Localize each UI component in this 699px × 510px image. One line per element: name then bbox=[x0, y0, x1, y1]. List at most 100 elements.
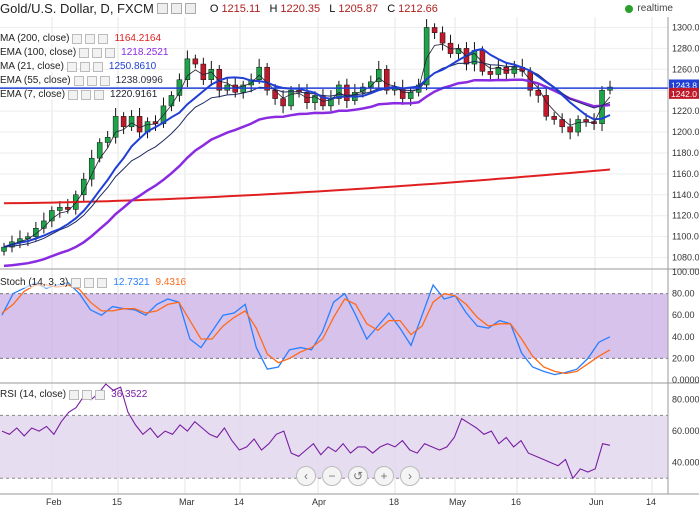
price-tick-label: 1120.0 bbox=[672, 211, 699, 221]
candle-body bbox=[559, 119, 565, 128]
price-tick-label: 1260.0 bbox=[672, 64, 699, 74]
settings-icon[interactable] bbox=[156, 3, 168, 14]
realtime-label: realtime bbox=[637, 3, 673, 14]
legend-ema55-value: 1238.0996 bbox=[115, 75, 163, 86]
eye-icon[interactable] bbox=[66, 61, 77, 72]
close-icon[interactable] bbox=[105, 47, 116, 58]
candle-body bbox=[511, 66, 518, 74]
stoch-tick-label: 80.00 bbox=[672, 289, 695, 299]
scroll-right-button[interactable]: › bbox=[400, 466, 420, 486]
close-label: C bbox=[387, 2, 396, 15]
legend-ema7[interactable]: EMA (7, close) 1220.9161 bbox=[0, 89, 157, 100]
open-label: O bbox=[209, 2, 219, 15]
close-icon[interactable] bbox=[99, 75, 110, 86]
settings-icon[interactable] bbox=[82, 389, 93, 400]
candle-body bbox=[272, 89, 278, 99]
legend-rsi[interactable]: RSI (14, close) 36.3522 bbox=[0, 389, 147, 400]
legend-ma21[interactable]: MA (21, close) 1250.8610 bbox=[0, 61, 156, 72]
candle-body bbox=[49, 210, 55, 222]
candle-body bbox=[104, 137, 111, 143]
legend-ema7-name: EMA (7, close) bbox=[0, 89, 66, 100]
symbol-title[interactable]: Gold/U.S. Dollar, D, FXCM bbox=[0, 1, 154, 16]
legend-ma200[interactable]: MA (200, close) 1164.2164 bbox=[0, 33, 161, 44]
zoom-in-button[interactable]: + bbox=[374, 466, 394, 486]
eye-icon[interactable] bbox=[68, 89, 79, 100]
high-label: H bbox=[269, 2, 278, 15]
time-tick-label: Jun bbox=[589, 497, 604, 507]
candle-body bbox=[80, 178, 87, 196]
settings-icon[interactable] bbox=[92, 47, 103, 58]
settings-icon[interactable] bbox=[79, 61, 90, 72]
stoch-band bbox=[0, 293, 668, 359]
time-tick-label: Apr bbox=[312, 497, 326, 507]
settings-icon[interactable] bbox=[84, 277, 95, 288]
candle-body bbox=[168, 95, 175, 107]
close-icon[interactable] bbox=[94, 89, 105, 100]
eye-icon[interactable] bbox=[69, 389, 80, 400]
rsi-tick-label: 40.0000 bbox=[672, 458, 699, 468]
time-tick-label: May bbox=[449, 497, 467, 507]
candle-body bbox=[543, 95, 549, 117]
stoch-tick-label: 40.00 bbox=[672, 332, 695, 342]
close-icon[interactable] bbox=[184, 3, 196, 14]
close-icon[interactable] bbox=[92, 61, 103, 72]
candle-body bbox=[120, 116, 127, 128]
eye-icon[interactable] bbox=[170, 3, 182, 14]
price-tick-label: 1180.0 bbox=[672, 148, 699, 158]
close-price-label: 1242.0 bbox=[671, 89, 697, 99]
legend-ema100-value: 1218.2521 bbox=[121, 47, 169, 58]
close-icon[interactable] bbox=[97, 277, 108, 288]
scroll-left-button[interactable]: ‹ bbox=[296, 466, 316, 486]
ma200-line bbox=[3, 168, 611, 205]
settings-icon[interactable] bbox=[86, 75, 97, 86]
legend-ma21-value: 1250.8610 bbox=[108, 61, 157, 72]
candle-body bbox=[112, 116, 119, 138]
candle-body bbox=[423, 27, 430, 86]
eye-icon[interactable] bbox=[79, 47, 90, 58]
price-tick-label: 1160.0 bbox=[672, 169, 699, 179]
candle-body bbox=[288, 89, 294, 107]
eye-icon[interactable] bbox=[71, 277, 82, 288]
eye-icon[interactable] bbox=[72, 33, 83, 44]
candle-body bbox=[1, 246, 7, 252]
settings-icon[interactable] bbox=[85, 33, 96, 44]
price-tick-label: 1200.0 bbox=[672, 127, 699, 137]
reset-button[interactable]: ↺ bbox=[348, 466, 368, 486]
legend-ema55[interactable]: EMA (55, close) 1238.0996 bbox=[0, 75, 163, 86]
settings-icon[interactable] bbox=[81, 89, 92, 100]
candle-body bbox=[88, 157, 95, 180]
time-tick-label: 15 bbox=[112, 497, 122, 507]
candle-body bbox=[312, 95, 318, 104]
close-icon[interactable] bbox=[98, 33, 109, 44]
candle-body bbox=[376, 69, 382, 83]
legend-ema100-name: EMA (100, close) bbox=[0, 47, 77, 58]
high-value: 1220.35 bbox=[280, 2, 321, 15]
time-tick-label: 14 bbox=[234, 497, 244, 507]
legend-stoch[interactable]: Stoch (14, 3, 3) 12.7321 9.4316 bbox=[0, 277, 186, 288]
candle-body bbox=[487, 71, 494, 75]
candle-body bbox=[136, 116, 143, 133]
legend-ema55-name: EMA (55, close) bbox=[0, 75, 71, 86]
legend-ma200-name: MA (200, close) bbox=[0, 33, 70, 44]
rsi-value: 36.3522 bbox=[111, 389, 148, 400]
candle-body bbox=[368, 81, 374, 88]
candle-body bbox=[439, 32, 446, 44]
zoom-out-button[interactable]: − bbox=[322, 466, 342, 486]
time-tick-label: Mar bbox=[179, 497, 195, 507]
price-tick-label: 1080.0 bbox=[672, 253, 699, 263]
legend-ema100[interactable]: EMA (100, close) 1218.2521 bbox=[0, 47, 168, 58]
eye-icon[interactable] bbox=[73, 75, 84, 86]
ma21-price-label-box bbox=[669, 79, 699, 91]
status-dot-icon bbox=[625, 4, 634, 13]
close-icon[interactable] bbox=[95, 389, 106, 400]
stoch-k-value: 12.7321 bbox=[113, 277, 150, 288]
ema100-line bbox=[3, 78, 611, 268]
time-tick-label: 18 bbox=[389, 497, 399, 507]
low-label: L bbox=[329, 2, 336, 15]
stoch-tick-label: 20.00 bbox=[672, 353, 695, 363]
candle-body bbox=[264, 66, 270, 91]
price-pane bbox=[0, 17, 668, 268]
price-tick-label: 1100.0 bbox=[672, 232, 699, 242]
price-tick-label: 1300.0 bbox=[672, 22, 699, 32]
